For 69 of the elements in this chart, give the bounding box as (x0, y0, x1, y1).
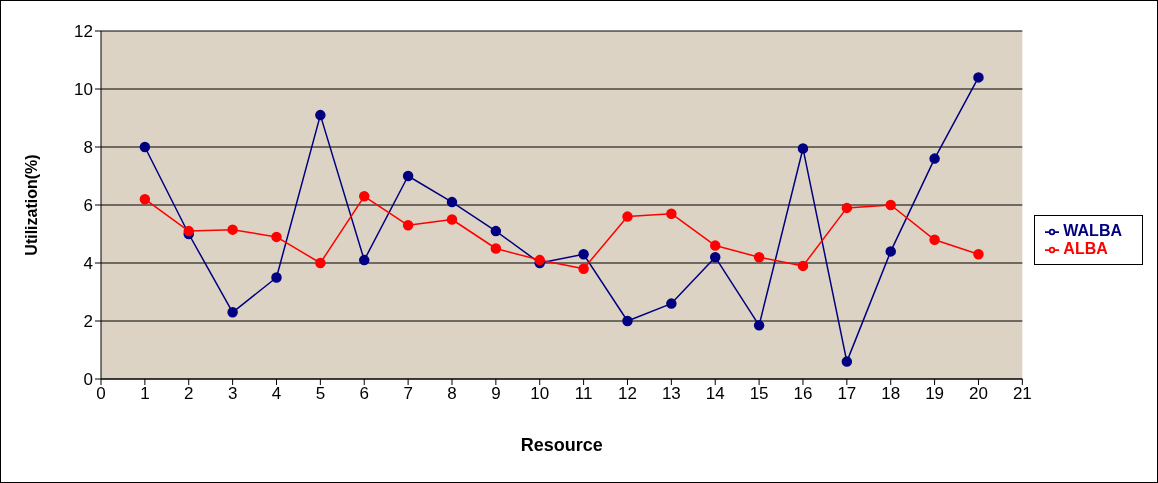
point (358, 191, 370, 202)
x-tick-label: 18 (881, 384, 901, 404)
x-tick-label: 21 (1012, 384, 1032, 404)
y-axis-title: Utilization(%) (22, 154, 40, 256)
point (753, 320, 765, 331)
point (709, 251, 721, 263)
point (227, 307, 238, 318)
point (841, 202, 853, 214)
point (841, 356, 853, 367)
point (446, 196, 458, 208)
point (885, 199, 896, 211)
point (358, 254, 370, 266)
point (929, 153, 940, 164)
x-tick-label: 17 (837, 384, 857, 404)
x-tick-label: 10 (530, 384, 550, 404)
point (666, 298, 677, 309)
y-tick-label: 12 (74, 22, 93, 42)
x-tick-label: 5 (315, 384, 326, 404)
x-tick-label: 6 (359, 384, 369, 404)
y-tick-label: 6 (83, 196, 93, 216)
point (622, 315, 633, 327)
y-tick-label: 10 (74, 80, 93, 100)
point (973, 249, 984, 260)
x-tick-label: 19 (925, 384, 945, 404)
y-tick-label: 4 (83, 254, 93, 274)
legend-label: ALBA (1063, 240, 1108, 257)
point (578, 263, 589, 275)
point (315, 257, 326, 269)
x-axis-title: Resource (520, 435, 603, 455)
point (797, 260, 809, 272)
x-tick-label: 8 (447, 384, 457, 404)
point (753, 251, 765, 263)
legend-label: WALBA (1063, 222, 1122, 239)
x-tick-label: 12 (618, 384, 637, 404)
x-tick-label: 1 (140, 384, 150, 404)
x-tick-label: 9 (491, 384, 501, 404)
x-tick-label: 13 (661, 384, 681, 404)
point (578, 249, 589, 260)
x-tick-label: 0 (96, 384, 106, 404)
x-tick-label: 15 (749, 384, 769, 404)
point (402, 170, 414, 182)
point (709, 240, 721, 251)
x-tick-label: 16 (793, 384, 813, 404)
point (139, 193, 151, 205)
point (490, 243, 502, 254)
x-tick-label: 11 (574, 384, 593, 404)
point (929, 234, 940, 246)
point (797, 143, 809, 154)
x-tick-label: 2 (184, 384, 194, 404)
point (446, 214, 458, 225)
y-tick-label: 0 (83, 370, 93, 390)
point (271, 231, 282, 243)
point (490, 225, 502, 237)
x-tick-label: 3 (227, 384, 238, 404)
x-tick-label: 20 (969, 384, 988, 404)
point (885, 246, 896, 257)
point (973, 72, 984, 83)
y-tick-label: 8 (83, 138, 93, 158)
point (315, 109, 326, 121)
y-tick-label: 2 (83, 312, 93, 332)
point (622, 211, 633, 222)
point (227, 224, 238, 235)
point (402, 220, 414, 231)
x-tick-label: 14 (705, 384, 725, 404)
x-tick-label: 4 (271, 384, 282, 404)
point (139, 141, 151, 153)
point (666, 208, 677, 219)
x-tick-label: 7 (403, 384, 413, 404)
point (271, 272, 282, 283)
